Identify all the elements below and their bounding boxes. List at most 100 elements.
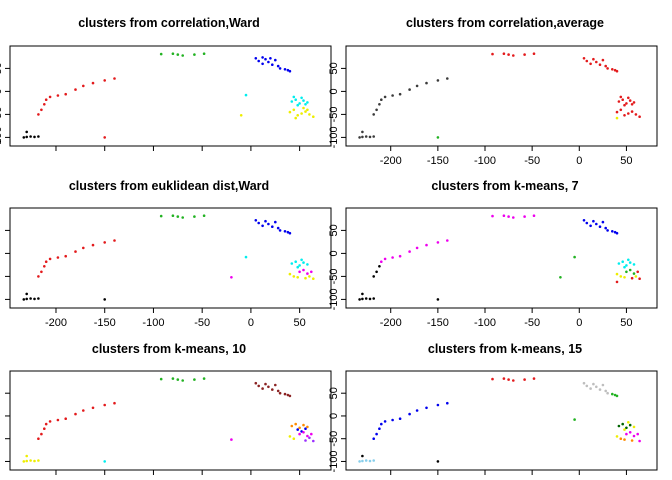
- data-point: [372, 459, 376, 462]
- data-point: [103, 79, 106, 82]
- data-point: [308, 275, 311, 278]
- data-point: [619, 95, 623, 99]
- data-point: [502, 377, 506, 380]
- data-point: [627, 112, 630, 115]
- data-point: [298, 432, 301, 436]
- data-point: [372, 437, 376, 441]
- data-point: [627, 96, 630, 100]
- data-point: [358, 136, 361, 139]
- data-point: [628, 99, 632, 102]
- data-point: [625, 264, 628, 267]
- data-point: [361, 130, 364, 134]
- x-tick-label: -200: [380, 155, 402, 167]
- data-point: [383, 257, 387, 261]
- data-point: [288, 272, 292, 276]
- data-point: [286, 230, 290, 234]
- data-point: [512, 379, 515, 382]
- data-point: [193, 378, 196, 381]
- data-point: [598, 388, 602, 391]
- scatter-panels: -100-50050-100-50050-200-150-100-50050-2…: [0, 45, 658, 475]
- data-point: [43, 265, 46, 268]
- data-point: [589, 224, 592, 228]
- data-point: [276, 226, 280, 230]
- data-point: [304, 427, 307, 431]
- data-point: [181, 54, 184, 57]
- data-point: [56, 94, 60, 97]
- data-point: [312, 277, 315, 281]
- data-point: [25, 135, 29, 139]
- data-point: [25, 130, 29, 134]
- plot-frame: [345, 370, 658, 471]
- x-tick-label: -150: [94, 317, 116, 329]
- data-point: [171, 214, 175, 217]
- data-point: [585, 59, 589, 63]
- x-tick-label: -100: [474, 317, 496, 329]
- y-tick-label: -50: [0, 106, 4, 122]
- x-tick-label: -100: [142, 317, 164, 329]
- data-point: [298, 102, 301, 105]
- data-point: [261, 56, 264, 59]
- data-point: [25, 297, 29, 301]
- data-point: [598, 225, 602, 228]
- data-point: [380, 98, 383, 101]
- data-point: [634, 275, 638, 278]
- data-point: [589, 62, 592, 66]
- data-point: [40, 270, 43, 274]
- x-tick-label: 50: [294, 317, 306, 329]
- data-point: [523, 378, 526, 381]
- data-point: [636, 270, 639, 274]
- data-point: [25, 454, 29, 458]
- data-point: [632, 263, 636, 266]
- data-point: [292, 437, 296, 441]
- x-tick-label: -200: [45, 317, 67, 329]
- data-point: [523, 53, 526, 56]
- data-point: [368, 297, 372, 301]
- data-point: [276, 64, 280, 68]
- data-point: [37, 113, 40, 116]
- data-point: [292, 95, 296, 99]
- plot-frame: [9, 370, 332, 471]
- data-point: [302, 268, 305, 272]
- scatter-panel-1: -100 -50 0 50: [0, 45, 332, 151]
- data-point: [292, 108, 296, 112]
- data-point: [436, 403, 440, 407]
- data-point: [507, 215, 510, 218]
- data-point: [398, 417, 402, 421]
- data-point: [628, 431, 632, 434]
- x-tick-label: -200: [380, 317, 402, 329]
- data-point: [202, 377, 206, 380]
- data-point: [176, 53, 180, 56]
- y-tick-label: 0: [0, 88, 4, 94]
- scatter-panel-4: -100 -50 0 50 -200 -150 -100 -50 0 50: [328, 207, 658, 329]
- data-point: [283, 392, 287, 396]
- data-point: [74, 412, 77, 416]
- data-point: [193, 53, 196, 56]
- data-point: [113, 77, 116, 80]
- data-point: [25, 292, 29, 296]
- data-point: [91, 81, 95, 85]
- data-point: [638, 439, 641, 443]
- data-point: [278, 229, 282, 232]
- data-point: [375, 108, 378, 112]
- data-point: [619, 275, 623, 278]
- data-point: [573, 418, 576, 421]
- data-point: [589, 387, 592, 390]
- scatter-panel-6: -100 -50 0 50: [328, 370, 658, 475]
- y-tick-label: 0: [328, 413, 340, 419]
- data-point: [181, 379, 184, 382]
- data-point: [372, 275, 376, 278]
- data-point: [601, 383, 605, 387]
- data-point: [91, 406, 95, 410]
- data-point: [615, 280, 619, 284]
- y-tick-label: -50: [328, 268, 340, 284]
- data-point: [254, 57, 258, 60]
- data-point: [446, 77, 449, 80]
- data-point: [306, 434, 309, 438]
- y-tick-label: -50: [328, 106, 340, 122]
- plot-frame: [345, 207, 658, 309]
- data-point: [585, 384, 589, 388]
- data-point: [623, 114, 626, 117]
- data-point: [436, 79, 440, 82]
- data-point: [44, 422, 48, 426]
